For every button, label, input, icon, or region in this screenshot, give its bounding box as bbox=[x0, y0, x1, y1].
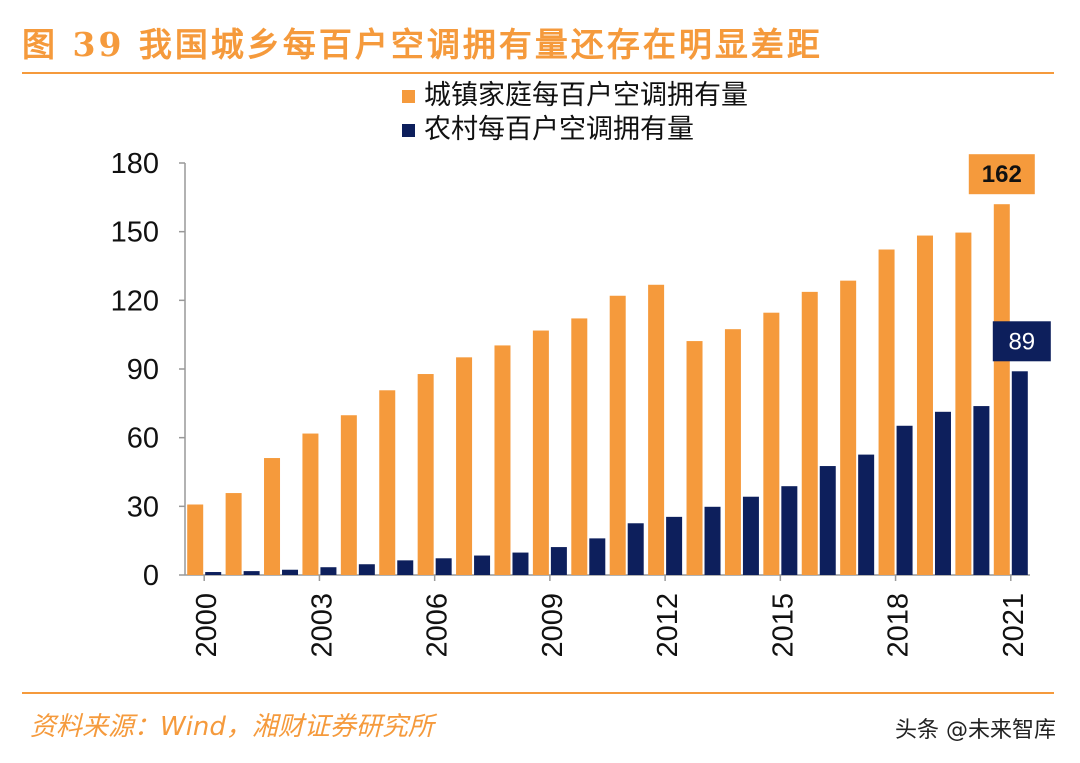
x-tick-label: 2000 bbox=[191, 593, 223, 658]
chart-title: 图 39 我国城乡每百户空调拥有量还存在明显差距 bbox=[22, 25, 823, 64]
bar-rural-2011 bbox=[627, 523, 644, 575]
bar-rural-2019 bbox=[934, 411, 951, 575]
title-divider bbox=[22, 72, 1054, 74]
x-tick-label: 2006 bbox=[422, 593, 454, 658]
bar-urban-2003 bbox=[302, 433, 319, 575]
bar-rural-2003 bbox=[320, 567, 337, 575]
bar-rural-2000 bbox=[205, 572, 222, 575]
y-tick-label: 120 bbox=[111, 285, 159, 317]
bar-rural-2008 bbox=[512, 552, 529, 575]
bar-rural-2020 bbox=[973, 406, 990, 575]
bar-urban-2000 bbox=[187, 504, 204, 575]
data-label-1: 89 bbox=[1008, 328, 1035, 355]
annotations: 162 89 bbox=[968, 154, 1051, 362]
x-axis: 2000 2003 2006 2009 2012 2015 2018 2021 bbox=[185, 574, 1030, 658]
bar-urban-2020 bbox=[955, 232, 972, 576]
bar-rural-2004 bbox=[358, 564, 375, 575]
legend-swatch-1 bbox=[402, 124, 415, 137]
bar-urban-2007 bbox=[456, 357, 473, 575]
bar-urban-2019 bbox=[916, 235, 933, 575]
x-tick-label: 2012 bbox=[652, 593, 684, 658]
annotation-box-0 bbox=[968, 154, 1035, 195]
bar-urban-2015 bbox=[763, 312, 780, 575]
watermark: 头条 @未来智库 bbox=[895, 718, 1056, 743]
bar-rural-2010 bbox=[589, 538, 606, 575]
x-tick-label: 2021 bbox=[998, 593, 1030, 658]
x-tick-label: 2003 bbox=[306, 593, 338, 658]
x-tick-label: 2015 bbox=[767, 593, 799, 658]
bar-urban-2009 bbox=[532, 330, 549, 575]
data-label-0: 162 bbox=[982, 161, 1022, 188]
bars bbox=[187, 204, 1028, 576]
bar-rural-2015 bbox=[781, 486, 798, 575]
bar-urban-2005 bbox=[379, 390, 396, 575]
annotation-box-1 bbox=[992, 321, 1051, 362]
bar-rural-2005 bbox=[397, 560, 414, 575]
y-tick-label: 60 bbox=[127, 423, 159, 455]
bar-rural-2007 bbox=[474, 555, 491, 575]
footer-divider bbox=[22, 692, 1054, 694]
bar-urban-2016 bbox=[801, 291, 818, 575]
bar-urban-2001 bbox=[225, 493, 242, 575]
y-axis: 0 30 60 90 120 150 180 bbox=[111, 148, 186, 592]
bar-urban-2012 bbox=[648, 284, 665, 575]
bar-urban-2008 bbox=[494, 345, 511, 575]
bar-urban-2021 bbox=[993, 204, 1010, 575]
bar-rural-2006 bbox=[435, 558, 452, 575]
bar-rural-2017 bbox=[858, 454, 875, 575]
bar-urban-2018 bbox=[878, 249, 895, 575]
legend-label-1: 农村每百户空调拥有量 bbox=[424, 114, 694, 144]
bar-urban-2002 bbox=[264, 458, 281, 575]
bar-rural-2002 bbox=[282, 569, 299, 575]
bar-rural-2021 bbox=[1011, 371, 1028, 575]
y-tick-label: 0 bbox=[143, 560, 159, 592]
source-note: 资料来源：Wind，湘财证券研究所 bbox=[30, 712, 434, 742]
bar-rural-2016 bbox=[819, 466, 836, 575]
bar-urban-2017 bbox=[840, 280, 857, 575]
bar-urban-2004 bbox=[340, 415, 357, 575]
bar-rural-2014 bbox=[742, 496, 759, 575]
bar-rural-2001 bbox=[243, 571, 260, 575]
bar-urban-2010 bbox=[571, 318, 588, 575]
y-tick-label: 30 bbox=[127, 491, 159, 523]
bar-rural-2009 bbox=[550, 547, 567, 575]
x-tick-label: 2018 bbox=[883, 593, 915, 658]
bar-urban-2013 bbox=[686, 341, 703, 575]
bar-urban-2011 bbox=[609, 295, 626, 575]
legend-label-0: 城镇家庭每百户空调拥有量 bbox=[424, 80, 748, 110]
bar-rural-2018 bbox=[896, 425, 913, 575]
bar-rural-2013 bbox=[704, 506, 721, 575]
bar-rural-2012 bbox=[666, 516, 683, 575]
y-tick-label: 90 bbox=[127, 354, 159, 386]
bar-urban-2014 bbox=[724, 329, 741, 575]
bar-urban-2006 bbox=[417, 374, 434, 575]
y-tick-label: 180 bbox=[111, 148, 159, 180]
legend-swatch-0 bbox=[402, 90, 415, 103]
y-tick-label: 150 bbox=[111, 217, 159, 249]
x-tick-label: 2009 bbox=[537, 593, 569, 658]
